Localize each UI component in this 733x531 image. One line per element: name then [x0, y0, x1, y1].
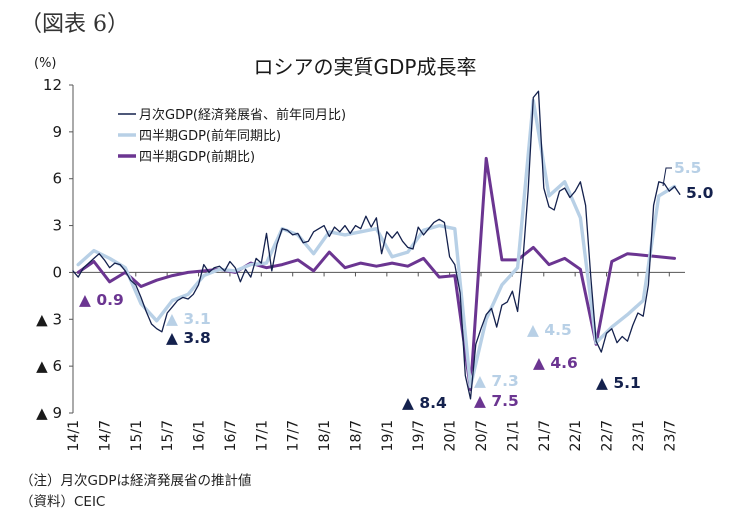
x-tick-label: 16/7: [223, 420, 239, 451]
series-line-2: [76, 98, 677, 389]
x-tick-label: 16/1: [192, 420, 208, 451]
x-tick-label: 21/7: [537, 420, 553, 451]
y-tick-label: 6: [52, 170, 62, 188]
x-tick-label: 22/7: [600, 420, 616, 451]
x-tick-label: 20/1: [443, 420, 459, 451]
data-annotation-label: ▲ 7.5: [474, 392, 519, 410]
data-annotation-label: ▲ 8.4: [402, 394, 447, 412]
x-tick-label: 23/1: [631, 420, 647, 451]
legend-label-3: 四半期GDP(前期比): [139, 149, 255, 165]
y-tick-label: 0: [52, 263, 62, 281]
legend-label-1: 月次GDP(経済発展省、前年同月比): [139, 107, 346, 123]
x-tick-label: 19/7: [411, 420, 427, 451]
y-tick-label: 9: [52, 123, 62, 141]
data-annotation-label: 5.5: [674, 159, 701, 177]
x-tick-label: 14/7: [97, 420, 113, 451]
chart-note: （注）月次GDPは経済発展省の推計値: [20, 473, 252, 489]
x-tick-label: 14/1: [66, 420, 82, 451]
x-tick-label: 19/1: [380, 420, 396, 451]
x-tick-label: 17/1: [254, 420, 270, 451]
chart-source: （資料）CEIC: [20, 494, 106, 510]
x-tick-label: 21/1: [505, 420, 521, 451]
data-annotation-label: ▲ 5.1: [596, 374, 641, 392]
legend-label-2: 四半期GDP(前年同期比): [139, 128, 281, 144]
data-annotation-label: ▲ 4.5: [527, 321, 572, 339]
series-line-1: [72, 90, 681, 400]
x-tick-label: 22/1: [568, 420, 584, 451]
x-tick-label: 20/7: [474, 420, 490, 451]
x-tick-label: 15/7: [160, 420, 176, 451]
y-tick-label: ▲ 6: [36, 357, 62, 375]
x-tick-label: 15/1: [129, 420, 145, 451]
annotation-leader-line: [662, 167, 672, 187]
gdp-line-chart: ロシアの実質GDP成長率 (%) 12 9 6 3 0 ▲ 3 ▲ 6 ▲ 914/1 14/7 15…: [34, 55, 714, 451]
data-annotation-label: ▲ 3.8: [166, 329, 211, 347]
series-line-3: [76, 156, 676, 392]
y-tick-label: ▲ 3: [36, 310, 62, 328]
figure-label: （図表 6）: [20, 12, 129, 37]
y-tick-label: 3: [52, 217, 62, 235]
x-tick-label: 23/7: [662, 420, 678, 451]
data-annotation-label: ▲ 3.1: [166, 310, 211, 328]
x-tick-label: 18/1: [317, 420, 333, 451]
data-annotation-label: ▲ 4.6: [533, 354, 578, 372]
y-axis-unit-label: (%): [34, 56, 57, 71]
data-annotation-label: ▲ 0.9: [79, 291, 124, 309]
chart-title: ロシアの実質GDP成長率: [254, 55, 477, 79]
y-tick-label: ▲ 9: [36, 404, 62, 422]
x-tick-label: 18/7: [348, 420, 364, 451]
x-tick-label: 17/7: [286, 420, 302, 451]
y-tick-label: 12: [43, 76, 62, 94]
data-annotation-label: 5.0: [686, 184, 714, 202]
data-annotation-label: ▲ 7.3: [474, 372, 519, 390]
